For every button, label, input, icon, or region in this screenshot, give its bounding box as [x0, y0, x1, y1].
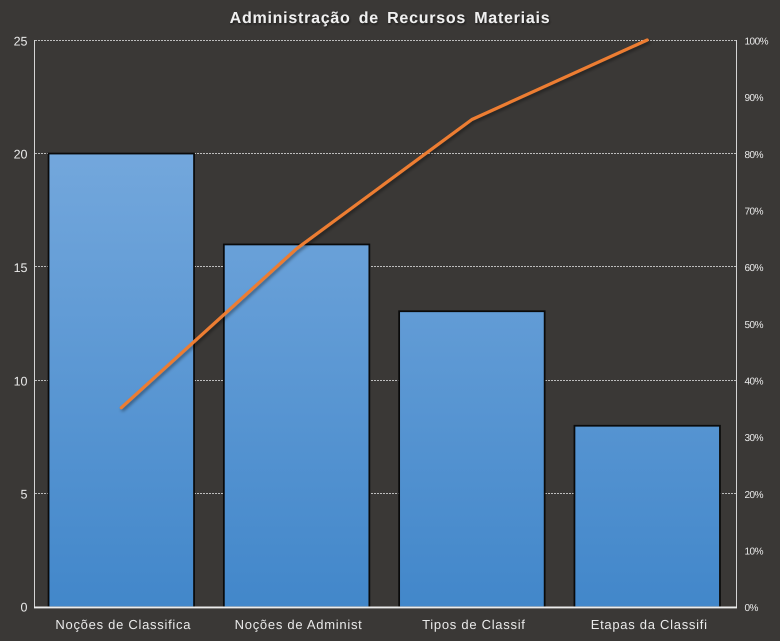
svg-text:70%: 70% — [745, 207, 764, 218]
svg-text:25: 25 — [14, 34, 28, 48]
svg-text:20%: 20% — [745, 490, 764, 501]
svg-text:40%: 40% — [745, 377, 764, 388]
svg-text:10: 10 — [14, 374, 28, 388]
svg-text:60%: 60% — [745, 263, 764, 274]
svg-text:Tipos de Classif: Tipos de Classif — [422, 617, 526, 632]
svg-text:Etapas da Classifi: Etapas da Classifi — [591, 617, 708, 632]
svg-text:0: 0 — [21, 600, 28, 614]
svg-text:80%: 80% — [745, 150, 764, 161]
svg-text:Noções de Classifica: Noções de Classifica — [55, 617, 191, 632]
svg-text:15: 15 — [14, 261, 28, 275]
svg-text:5: 5 — [21, 488, 28, 502]
svg-text:90%: 90% — [745, 93, 764, 104]
svg-text:100%: 100% — [745, 37, 769, 48]
svg-text:Noções de Administ: Noções de Administ — [235, 617, 363, 632]
svg-text:30%: 30% — [745, 433, 764, 444]
svg-text:0%: 0% — [745, 603, 759, 614]
svg-text:50%: 50% — [745, 320, 764, 331]
svg-text:Administração de Recursos Mate: Administração de Recursos Materiais — [230, 10, 551, 27]
svg-text:10%: 10% — [745, 546, 764, 557]
svg-text:20: 20 — [14, 148, 28, 162]
